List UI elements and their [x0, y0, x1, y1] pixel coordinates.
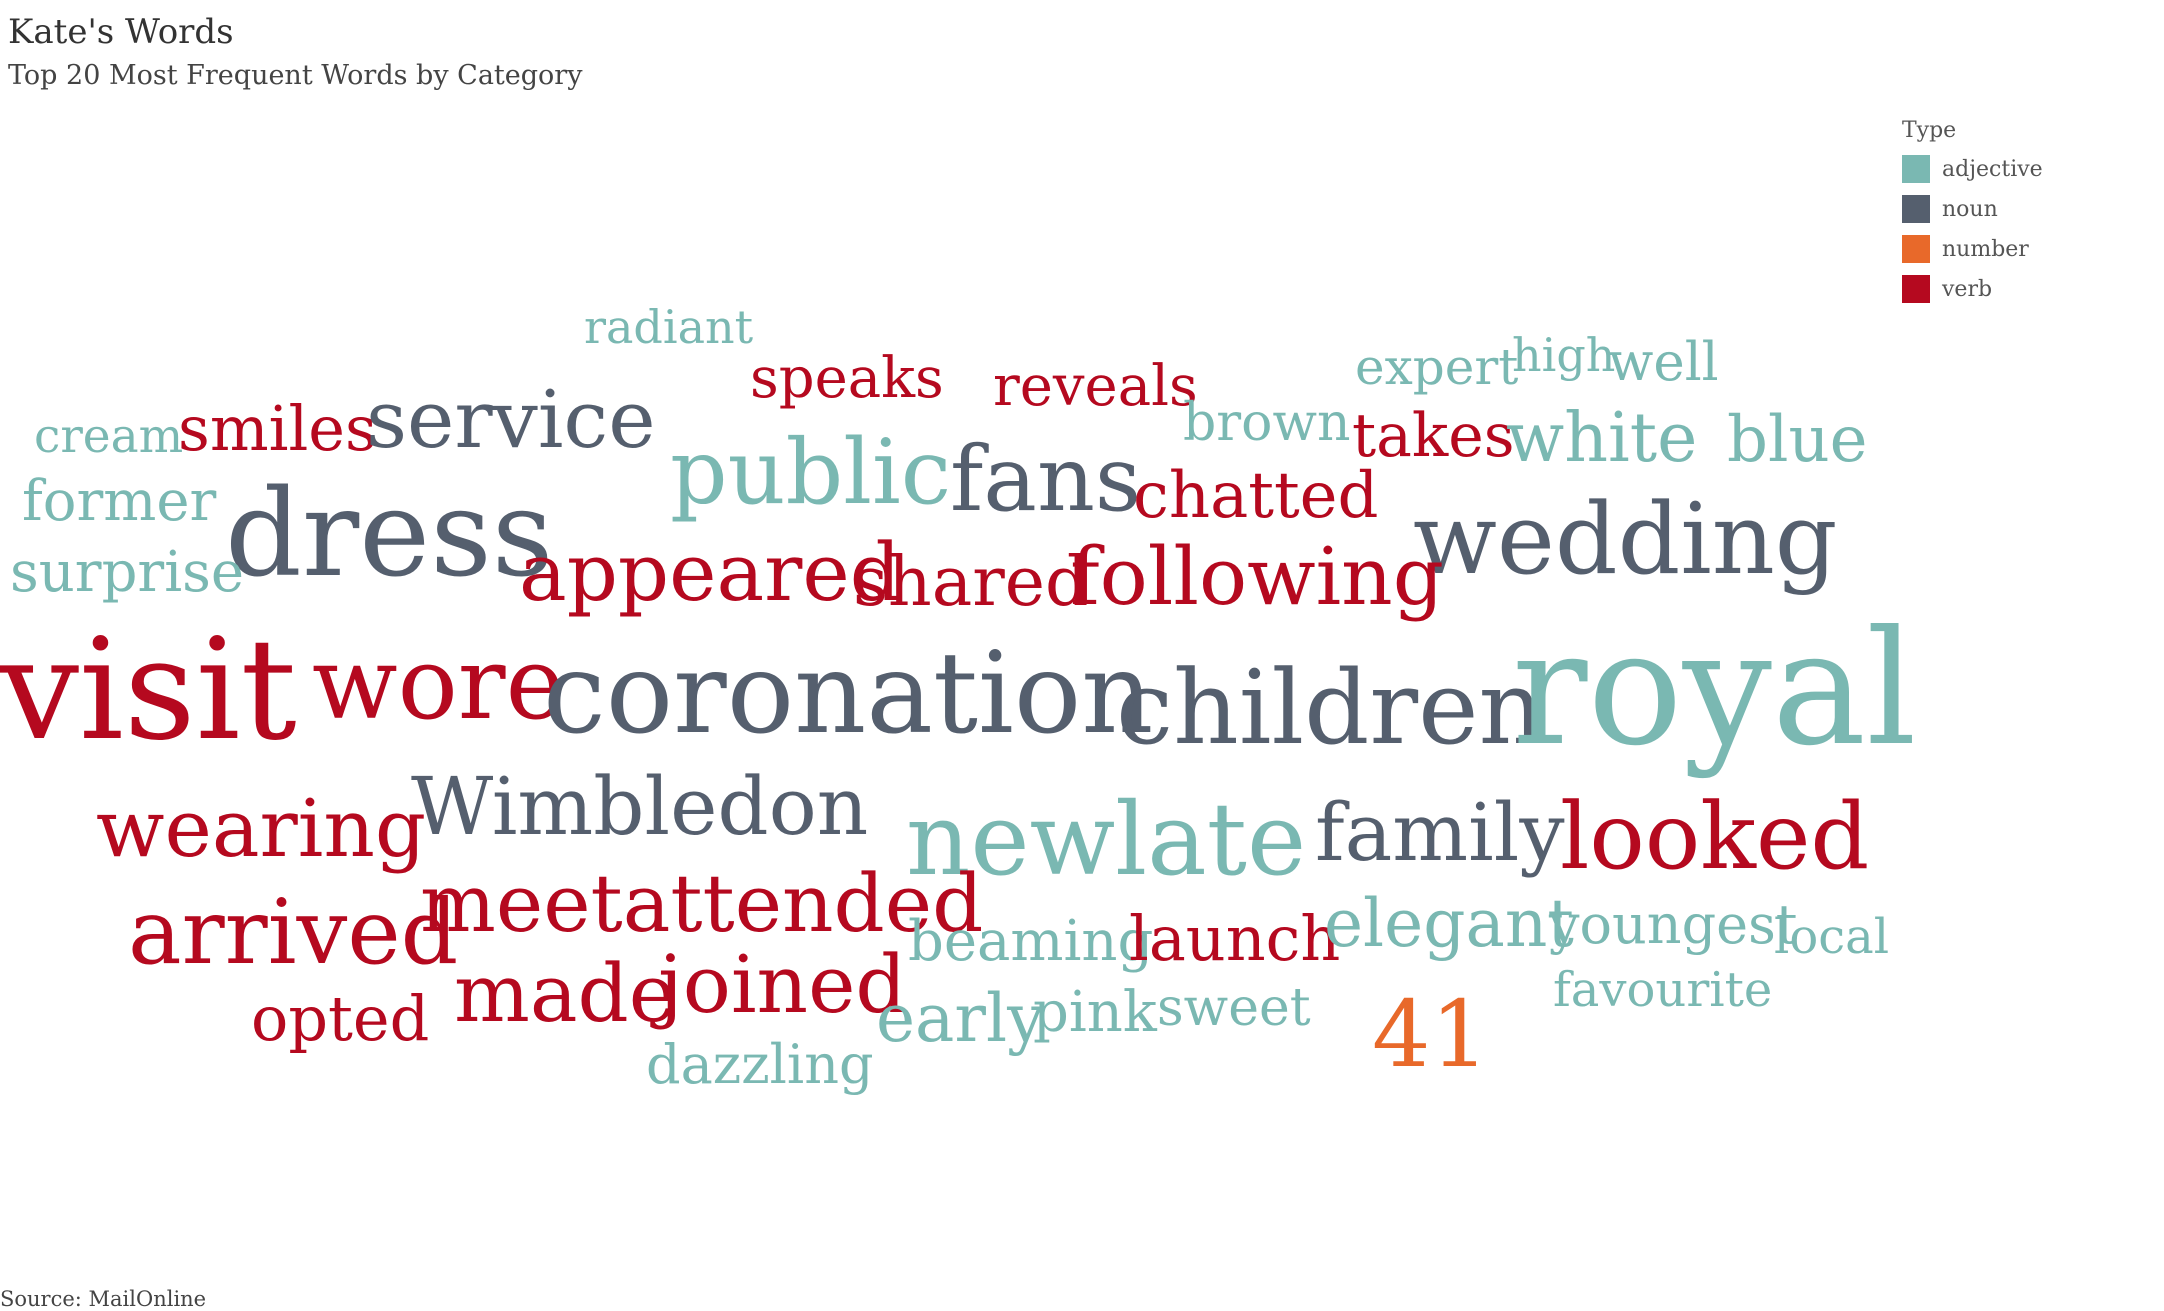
legend-label-noun: noun — [1942, 196, 1998, 222]
word-favourite: favourite — [1553, 962, 1772, 1018]
word-white: white — [1506, 399, 1697, 478]
word-high: high — [1512, 328, 1615, 382]
word-local: local — [1774, 909, 1889, 965]
word-pink: pink — [1033, 980, 1158, 1045]
word-coronation: coronation — [543, 629, 1153, 759]
word-following: following — [1070, 530, 1444, 623]
word-wearing: wearing — [96, 782, 426, 875]
word-newlate: newlate — [906, 781, 1306, 898]
word-former: former — [22, 469, 216, 534]
word-smiles: smiles — [178, 392, 377, 465]
word-service: service — [366, 373, 656, 466]
word-arrived: arrived — [128, 880, 458, 985]
word-cream: cream — [34, 409, 183, 464]
word-dress: dress — [225, 465, 553, 604]
legend-label-verb: verb — [1942, 276, 1993, 302]
chart-subtitle: Top 20 Most Frequent Words by Category — [8, 60, 583, 91]
word-made: made — [454, 947, 676, 1040]
word-fans: fans — [950, 427, 1141, 532]
word-shared: shared — [853, 543, 1089, 622]
source-note: Source: MailOnline — [0, 1287, 207, 1311]
legend: Type adjective noun number verb — [1902, 118, 2043, 309]
word-sweet: sweet — [1157, 978, 1311, 1038]
legend-swatch-verb — [1902, 275, 1930, 303]
word-surprise: surprise — [10, 540, 244, 605]
legend-item-noun[interactable]: noun — [1902, 189, 2043, 229]
word-well: well — [1608, 332, 1719, 393]
legend-label-adjective: adjective — [1942, 156, 2043, 182]
word-chatted: chatted — [1133, 459, 1379, 533]
word-reveals: reveals — [993, 354, 1198, 419]
legend-swatch-number — [1902, 235, 1930, 263]
word-beaming: beaming — [908, 909, 1153, 974]
word-wimbledon: Wimbledon — [411, 760, 868, 853]
word-dazzling: dazzling — [646, 1033, 874, 1096]
word-early: early — [876, 980, 1045, 1057]
legend-swatch-adjective — [1902, 155, 1930, 183]
word-visit: visit — [0, 609, 297, 772]
word-looked: looked — [1560, 783, 1869, 890]
word-public: public — [670, 420, 951, 525]
word-41: 41 — [1372, 981, 1489, 1088]
word-blue: blue — [1727, 403, 1868, 477]
legend-swatch-noun — [1902, 195, 1930, 223]
chart-title: Kate's Words — [8, 12, 234, 52]
word-elegant: elegant — [1324, 885, 1574, 962]
word-royal: royal — [1512, 597, 1917, 781]
word-meetattended: meetattended — [420, 857, 983, 950]
legend-item-number[interactable]: number — [1902, 229, 2043, 269]
word-radiant: radiant — [584, 300, 754, 354]
legend-label-number: number — [1942, 236, 2029, 262]
word-appeared: appeared — [519, 526, 901, 619]
word-expert: expert — [1355, 338, 1518, 396]
word-takes: takes — [1352, 401, 1515, 471]
word-brown: brown — [1183, 393, 1350, 453]
word-wedding: wedding — [1413, 483, 1838, 597]
word-youngest: youngest — [1548, 893, 1798, 956]
word-joined: joined — [650, 938, 907, 1031]
legend-item-adjective[interactable]: adjective — [1902, 149, 2043, 189]
word-speaks: speaks — [750, 346, 944, 411]
word-launch: launch — [1129, 902, 1340, 975]
word-children: children — [1116, 649, 1544, 768]
word-opted: opted — [251, 982, 429, 1055]
legend-title: Type — [1902, 118, 1957, 143]
word-family: family — [1315, 786, 1565, 879]
legend-item-verb[interactable]: verb — [1902, 269, 2043, 309]
word-wore: wore — [312, 625, 565, 742]
